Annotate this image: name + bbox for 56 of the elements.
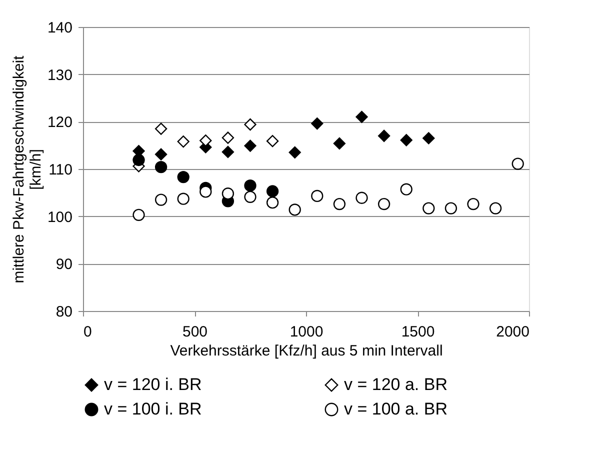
y-tick-label: 120 — [47, 114, 72, 132]
point — [400, 183, 412, 196]
y-axis-title: mittlere Pkw-Fahrtgeschwindigkeit [km/h] — [10, 54, 44, 284]
point — [266, 196, 279, 209]
point — [333, 137, 346, 150]
point — [222, 146, 234, 158]
point — [177, 192, 190, 205]
point — [132, 208, 145, 221]
point — [154, 194, 168, 206]
point — [177, 135, 190, 148]
y-tick-label: 140 — [47, 20, 72, 36]
point — [311, 117, 324, 130]
y-tick-label: 100 — [47, 208, 72, 226]
x-axis-title: Verkehrsstärke [Kfz/h] aus 5 min Intervall — [170, 342, 443, 360]
legend-label: v = 120 a. BR — [344, 374, 448, 394]
legend-label: v = 100 a. BR — [344, 400, 448, 418]
point — [467, 198, 480, 210]
point — [333, 198, 346, 210]
point — [222, 132, 234, 144]
y-tick-label: 130 — [47, 66, 72, 84]
y-tick-label: 110 — [48, 162, 72, 178]
point — [356, 110, 368, 124]
point — [244, 140, 256, 152]
x-tick-label: 1500 — [401, 324, 435, 340]
point — [200, 134, 212, 147]
point — [378, 198, 390, 210]
point — [444, 202, 458, 214]
point — [177, 170, 190, 184]
point — [512, 158, 524, 170]
point — [311, 190, 324, 202]
point — [244, 180, 256, 192]
point — [288, 204, 301, 216]
x-tick-label: 1000 — [290, 324, 324, 340]
point — [422, 202, 435, 214]
point — [266, 185, 279, 198]
y-tick-label: 90 — [56, 256, 72, 274]
point — [266, 134, 279, 148]
point — [489, 202, 502, 214]
point — [356, 192, 368, 204]
point — [400, 134, 412, 146]
point — [154, 148, 168, 160]
point — [154, 161, 168, 174]
point — [244, 118, 256, 131]
point — [288, 146, 301, 159]
point — [200, 186, 212, 198]
x-tick-label: 500 — [182, 324, 208, 340]
point — [222, 188, 234, 200]
point — [244, 190, 256, 203]
point — [422, 132, 435, 144]
point — [378, 130, 390, 142]
legend-label: v = 100 i. BR — [104, 400, 202, 418]
x-tick-label: 0 — [84, 324, 92, 340]
point — [132, 154, 145, 166]
y-tick-label: 80 — [56, 304, 72, 320]
legend-label: v = 120 i. BR — [104, 374, 202, 394]
x-tick-label: 2000 — [496, 324, 530, 340]
